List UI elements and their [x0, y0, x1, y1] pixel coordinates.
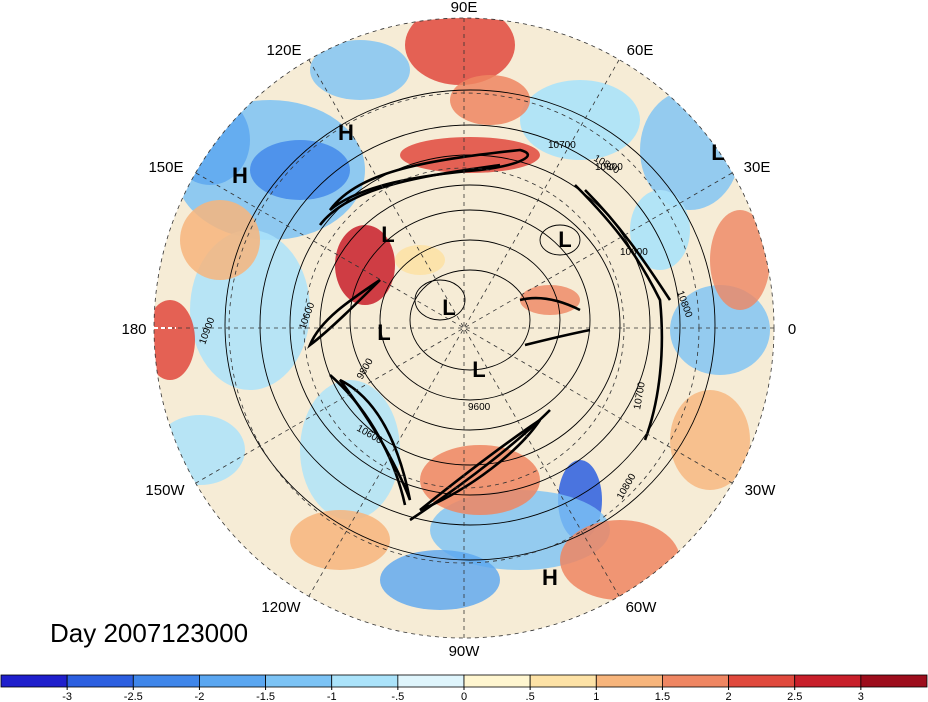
low-marker: L [711, 140, 724, 165]
high-marker: H [542, 565, 558, 590]
colorbar-swatch [397, 674, 465, 688]
low-marker: L [558, 227, 571, 252]
colorbar-swatch [463, 674, 531, 688]
colorbar-tick-label: -2 [195, 691, 205, 702]
colorbar-tick-label: 3 [858, 691, 864, 702]
lon-label: 30E [744, 159, 771, 176]
lon-label: 60E [627, 42, 654, 59]
lon-label: 60W [626, 599, 658, 616]
pressure-centers: H H L L L L L L H [232, 120, 725, 590]
colorbar-tick-label: 2 [726, 691, 732, 702]
colorbar-swatch [529, 674, 597, 688]
lon-label: 180 [121, 321, 146, 338]
lon-label: 90E [451, 0, 478, 16]
colorbar: -3 -2.5 -2 -1.5 -1 -.5 0 .5 1 1.5 2 2.5 3 [0, 674, 928, 702]
low-marker: L [472, 357, 485, 382]
colorbar-swatch [66, 674, 134, 688]
lon-label: 120E [266, 42, 301, 59]
colorbar-swatch [728, 674, 796, 688]
colorbar-swatch [595, 674, 663, 688]
lon-label: 30W [745, 482, 777, 499]
low-marker: L [381, 222, 394, 247]
lon-label: 150E [148, 159, 183, 176]
high-marker: H [338, 120, 354, 145]
colorbar-swatch [199, 674, 266, 688]
low-marker: L [377, 320, 390, 345]
height-contours [224, 89, 716, 561]
colorbar-swatch [860, 674, 928, 688]
colorbar-tick-label: 1 [593, 691, 599, 702]
graticule [153, 17, 775, 639]
colorbar-tick-label: -3 [62, 691, 72, 702]
lon-label: 0 [788, 321, 796, 338]
high-marker: H [232, 163, 248, 188]
colorbar-swatch [0, 674, 68, 688]
low-marker: L [442, 295, 455, 320]
colorbar-tick-label: 1.5 [655, 691, 670, 702]
colorbar-tick-label: -1 [327, 691, 337, 702]
colorbar-swatch [331, 674, 399, 688]
contour-label: 9600 [468, 402, 491, 413]
contour-label: 10600 [620, 247, 648, 258]
colorbar-tick-label: -.5 [391, 691, 404, 702]
longitude-labels: 90E 60E 30E 0 30W 60W 90W 120W 150W 180 … [121, 0, 796, 660]
colorbar-swatch [794, 674, 862, 688]
colorbar-tick-label: -2.5 [124, 691, 143, 702]
contour-label: 10700 [632, 381, 648, 411]
colorbar-tick-label: 2.5 [787, 691, 802, 702]
lon-label: 90W [449, 643, 481, 660]
colorbar-tick-label: .5 [526, 691, 535, 702]
contour-labels: 10700 10800 10600 10800 10900 10600 9800… [197, 140, 694, 502]
lon-label: 120W [261, 599, 301, 616]
colorbar-swatch [662, 674, 729, 688]
lon-label: 150W [145, 482, 185, 499]
colorbar-tick-label: 0 [461, 691, 467, 702]
colorbar-swatch [132, 674, 200, 688]
date-title: Day 2007123000 [50, 618, 249, 648]
contour-label: 10800 [595, 162, 623, 173]
contour-label: 10700 [548, 140, 576, 151]
colorbar-tick-label: -1.5 [256, 691, 275, 702]
colorbar-swatch [265, 674, 333, 688]
